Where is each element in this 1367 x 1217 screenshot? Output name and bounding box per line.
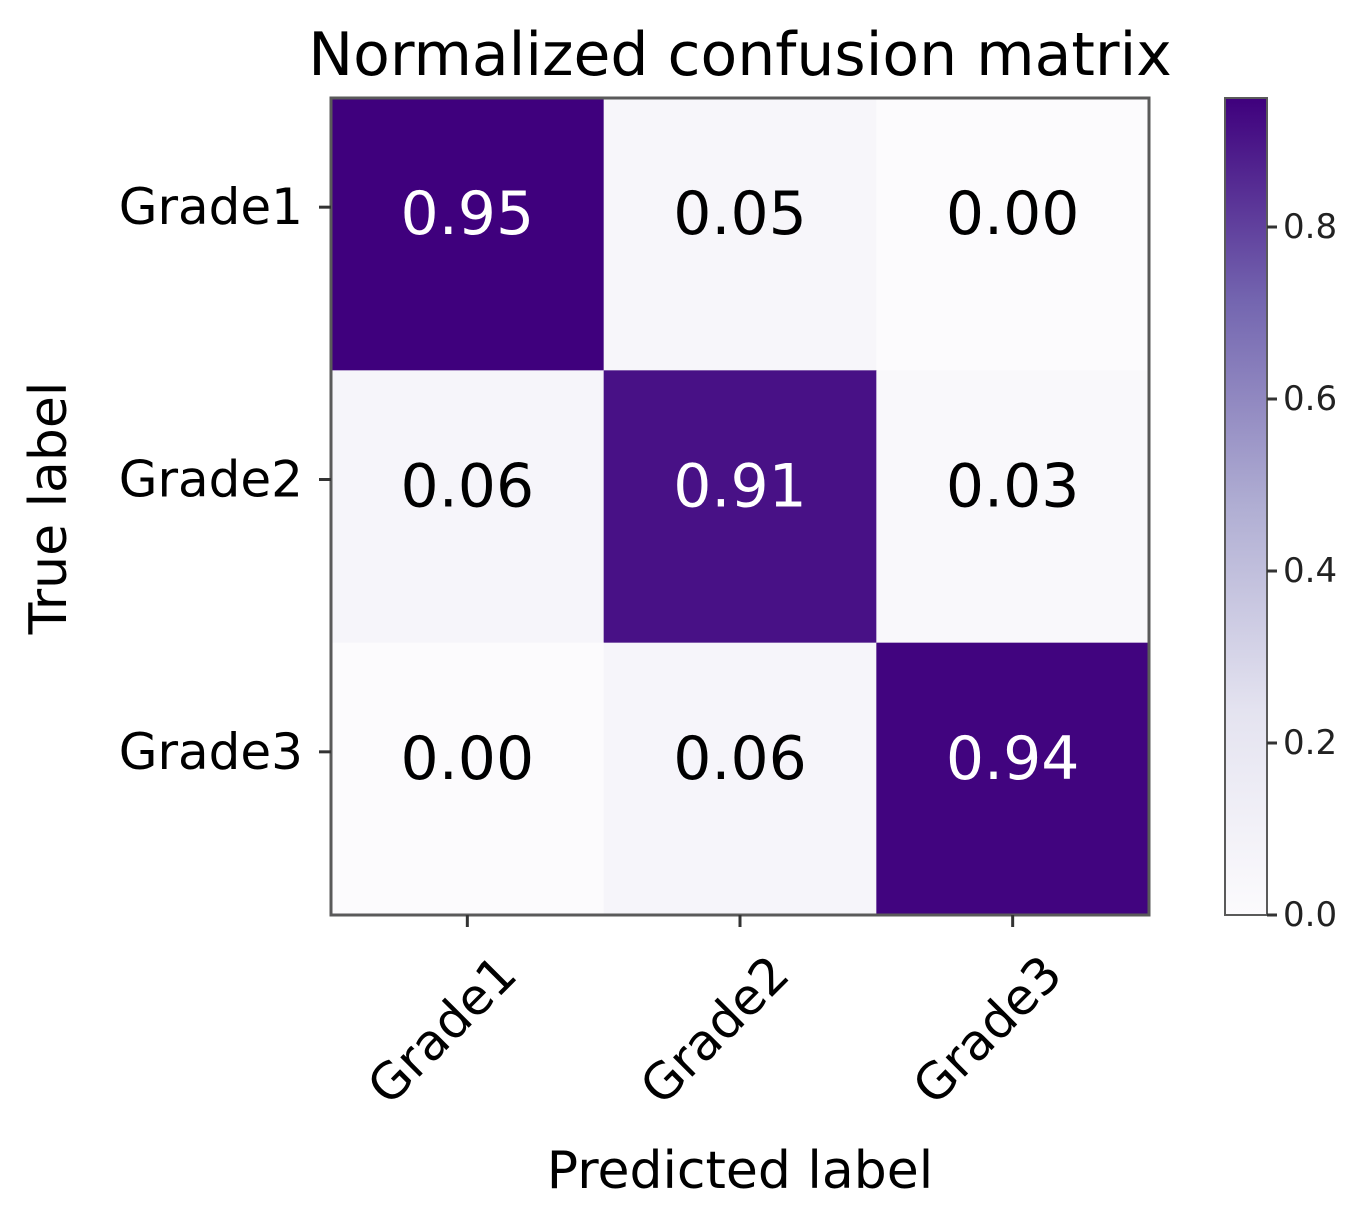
heatmap-cell bbox=[603, 98, 877, 371]
cell-value-label: 0.94 bbox=[946, 724, 1080, 794]
heatmap-cell bbox=[876, 370, 1150, 644]
y-tick-label: Grade3 bbox=[119, 723, 303, 781]
heatmap-cell bbox=[331, 370, 605, 644]
heatmap-cell bbox=[603, 370, 877, 644]
cell-value-label: 0.05 bbox=[673, 179, 807, 249]
cell-value-label: 0.06 bbox=[673, 724, 807, 794]
heatmap-cell bbox=[331, 98, 605, 371]
x-axis-ticks: Grade1 Grade2 Grade3 bbox=[357, 915, 1073, 1116]
cell-value-label: 0.95 bbox=[401, 179, 535, 249]
cell-value-label: 0.06 bbox=[401, 452, 535, 522]
y-axis-ticks: Grade1 Grade2 Grade3 bbox=[119, 178, 331, 781]
chart-title: Normalized confusion matrix bbox=[308, 20, 1172, 90]
x-tick-label: Grade3 bbox=[902, 944, 1073, 1115]
colorbar-tick-label: 0.0 bbox=[1283, 895, 1337, 935]
x-tick-label: Grade2 bbox=[629, 944, 800, 1115]
y-tick-label: Grade1 bbox=[119, 178, 303, 236]
y-axis-label: True label bbox=[19, 382, 79, 636]
cell-value-label: 0.91 bbox=[673, 452, 807, 522]
colorbar-ticks: 0.0 0.2 0.4 0.6 0.8 bbox=[1267, 207, 1337, 935]
colorbar-tick-label: 0.2 bbox=[1283, 723, 1337, 763]
colorbar-tick-label: 0.6 bbox=[1283, 379, 1337, 419]
x-tick-label: Grade1 bbox=[357, 944, 528, 1115]
heatmap-cell bbox=[331, 642, 605, 916]
heatmap-cell bbox=[876, 642, 1150, 916]
colorbar bbox=[1224, 97, 1268, 916]
x-axis-label: Predicted label bbox=[547, 1141, 933, 1201]
heatmap-cell bbox=[876, 98, 1150, 371]
cell-value-label: 0.00 bbox=[401, 724, 535, 794]
cell-value-label: 0.03 bbox=[946, 452, 1080, 522]
cell-value-label: 0.00 bbox=[946, 179, 1080, 249]
y-tick-label: Grade2 bbox=[119, 451, 303, 509]
heatmap-cell-labels: 0.95 0.05 0.00 0.06 0.91 0.03 0.00 0.06 0.94 bbox=[401, 179, 1080, 794]
colorbar-tick-label: 0.8 bbox=[1283, 207, 1337, 247]
colorbar-tick-label: 0.4 bbox=[1283, 551, 1337, 591]
heatmap-cell bbox=[603, 642, 877, 916]
heatmap-cells bbox=[331, 98, 1150, 916]
